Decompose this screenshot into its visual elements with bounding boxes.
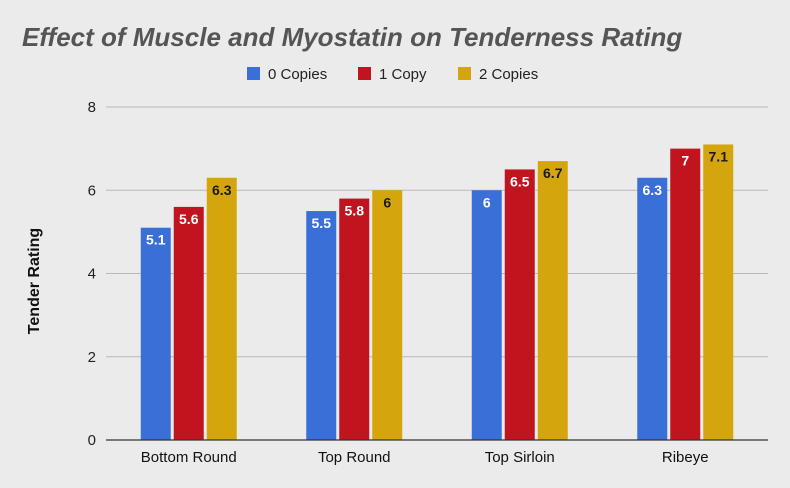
bar-top-sirloin-0-copies	[471, 190, 502, 440]
y-tick-label: 8	[88, 99, 96, 116]
bar-ribeye-2-copies	[703, 144, 734, 440]
bar-ribeye-0-copies	[637, 177, 668, 440]
bar-ribeye-1-copy	[670, 148, 701, 440]
bar-bottom-round-0-copies	[140, 227, 171, 440]
bar-top-sirloin-2-copies	[537, 161, 568, 441]
x-category-label: Ribeye	[662, 449, 709, 466]
legend-label: 1 Copy	[379, 66, 427, 83]
y-tick-label: 0	[88, 432, 96, 449]
data-label: 6	[383, 194, 391, 210]
data-label: 5.8	[345, 203, 365, 219]
x-category-label: Top Round	[318, 449, 391, 466]
bar-top-round-1-copy	[339, 198, 370, 440]
legend-swatch-1-copy	[358, 67, 371, 80]
legend-label: 0 Copies	[268, 66, 327, 83]
data-label: 5.1	[146, 232, 166, 248]
data-label: 5.5	[312, 215, 332, 231]
legend-swatch-2-copies	[458, 67, 471, 80]
data-label: 5.6	[179, 211, 199, 227]
bar-top-round-2-copies	[372, 190, 403, 440]
x-category-label: Top Sirloin	[485, 449, 555, 466]
y-axis-ticks: 0 2 4 6 8	[88, 99, 96, 449]
legend-swatch-0-copies	[247, 67, 260, 80]
x-category-label: Bottom Round	[141, 449, 237, 466]
data-label: 7.1	[709, 148, 729, 164]
bar-top-round-0-copies	[306, 211, 337, 440]
bar-bottom-round-1-copy	[173, 206, 204, 440]
data-label: 6.5	[510, 173, 530, 189]
data-label: 6.3	[643, 182, 663, 198]
data-label: 6.7	[543, 165, 563, 181]
bar-bottom-round-2-copies	[206, 177, 237, 440]
legend: 0 Copies 1 Copy 2 Copies	[247, 66, 538, 83]
data-label: 6.3	[212, 182, 232, 198]
bars: 5.1 5.6 6.3 5.5 5.8 6 6 6.5 6.7 6.3 7 7.1	[140, 144, 734, 441]
y-axis-title: Tender Rating	[26, 228, 43, 334]
legend-label: 2 Copies	[479, 66, 538, 83]
data-label: 7	[681, 153, 689, 169]
chart-title: Effect of Muscle and Myostatin on Tender…	[22, 22, 682, 52]
x-axis-labels: Bottom Round Top Round Top Sirloin Ribeye	[141, 449, 709, 466]
y-tick-label: 6	[88, 182, 96, 199]
y-tick-label: 2	[88, 349, 96, 366]
bar-top-sirloin-1-copy	[504, 169, 535, 440]
y-tick-label: 4	[88, 266, 96, 283]
gridlines	[106, 106, 768, 358]
data-label: 6	[483, 194, 491, 210]
